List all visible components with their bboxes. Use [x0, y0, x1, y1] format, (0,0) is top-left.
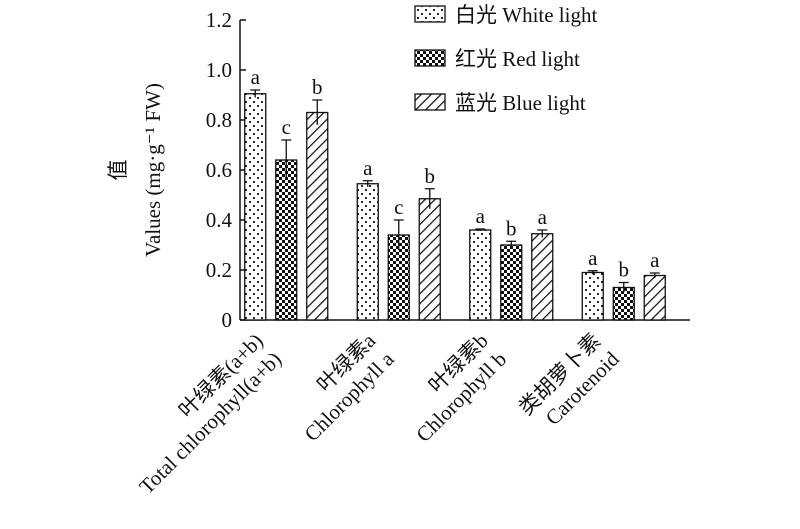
error-bar	[587, 270, 598, 275]
error-bar	[424, 188, 435, 209]
error-bar	[618, 281, 629, 293]
significance-label: a	[650, 248, 660, 272]
error-bar	[537, 229, 548, 238]
y-tick-label: 1.0	[206, 58, 232, 82]
significance-label: b	[506, 216, 517, 240]
y-tick-label: 0	[222, 308, 233, 332]
y-tick-label: 0.2	[206, 258, 232, 282]
significance-label: b	[312, 75, 323, 99]
significance-label: a	[251, 65, 261, 89]
bar	[356, 183, 379, 321]
y-label-zh: 值	[106, 160, 130, 181]
significance-label: c	[394, 195, 403, 219]
error-bar	[312, 99, 323, 125]
legend-swatch	[414, 49, 446, 67]
legend-swatch	[414, 5, 446, 23]
significance-label: a	[538, 205, 548, 229]
error-bar	[475, 228, 486, 231]
legend-swatch	[414, 93, 446, 111]
error-bar	[362, 180, 373, 187]
significance-label: a	[363, 156, 373, 180]
y-tick-label: 0.4	[206, 208, 233, 232]
error-bar	[250, 89, 261, 98]
bar	[244, 93, 267, 321]
y-tick-label: 0.8	[206, 108, 232, 132]
significance-label: b	[425, 164, 436, 188]
bar	[275, 159, 298, 321]
bar	[306, 111, 329, 321]
bar	[469, 229, 492, 321]
bar	[643, 274, 666, 321]
x-tick-label-group: 叶绿素(a+b)Total chlorophyll(a+b)	[134, 329, 286, 499]
legend-label: 白光 White light	[455, 3, 597, 27]
error-bar	[393, 219, 404, 250]
y-axis-title: 值 Values (mg·g⁻¹ FW)	[106, 83, 165, 257]
bar	[531, 233, 554, 321]
bar	[418, 198, 441, 321]
error-bar	[649, 272, 660, 278]
significance-label: b	[619, 258, 630, 282]
y-label: Values (mg·g⁻¹ FW)	[141, 83, 165, 257]
error-bar	[506, 240, 517, 249]
legend-label: 蓝光 Blue light	[455, 91, 586, 115]
bar	[500, 244, 523, 321]
legend-label: 红光 Red light	[455, 47, 580, 71]
bar	[581, 271, 604, 321]
significance-label: a	[476, 204, 486, 228]
significance-label: a	[588, 246, 598, 270]
y-tick-label: 1.2	[206, 8, 232, 32]
significance-label: c	[282, 115, 291, 139]
error-bar	[281, 139, 292, 180]
y-tick-label: 0.6	[206, 158, 232, 182]
